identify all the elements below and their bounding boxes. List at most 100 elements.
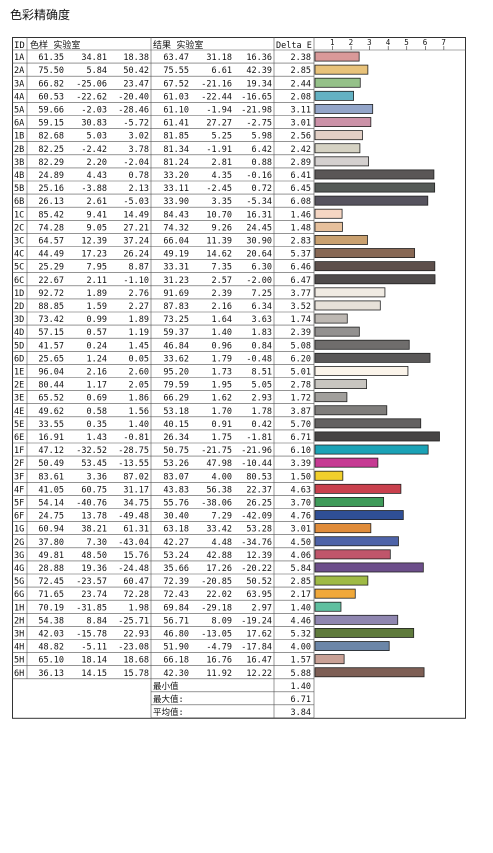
result-l: 46.84 [163, 341, 189, 351]
sample-a: 9.05 [87, 223, 107, 233]
delta-e-value: 6.41 [291, 171, 311, 181]
result-b: -21.96 [241, 446, 272, 456]
table-row: 2H 54.38 8.84 -25.71 56.71 8.09 -19.24 4.46 [14, 614, 399, 626]
sample-b: 1.86 [129, 394, 149, 404]
sample-l: 42.03 [38, 630, 64, 640]
sample-l: 65.10 [38, 656, 64, 666]
result-b: 0.88 [252, 158, 272, 168]
sample-l: 25.65 [38, 354, 64, 364]
result-a: 56.38 [206, 485, 232, 495]
result-l: 81.85 [163, 132, 189, 142]
result-a: -20.85 [201, 577, 232, 587]
result-a: 7.29 [212, 512, 232, 522]
sample-l: 61.35 [38, 53, 64, 63]
result-b: 12.39 [246, 551, 272, 561]
sample-l: 57.15 [38, 328, 64, 338]
delta-e-value: 3.01 [291, 119, 311, 129]
delta-e-value: 2.38 [291, 53, 311, 63]
delta-e-value: 6.10 [291, 446, 311, 456]
sample-l: 88.85 [38, 302, 64, 312]
sample-b: 18.68 [123, 656, 149, 666]
table-row: 1D 92.72 1.89 2.76 91.69 2.39 7.25 3.77 [14, 287, 386, 299]
sample-l: 64.57 [38, 237, 64, 247]
sample-b: 1.56 [129, 407, 149, 417]
sample-l: 71.65 [38, 590, 64, 600]
result-b: 5.98 [252, 132, 272, 142]
sample-a: 2.61 [87, 197, 107, 207]
result-b: 2.93 [252, 394, 272, 404]
row-id: 4D [14, 328, 24, 338]
result-l: 42.27 [163, 538, 189, 548]
sample-a: -40.76 [76, 499, 107, 509]
result-l: 33.11 [163, 184, 189, 194]
delta-e-bar [314, 405, 388, 416]
sample-b: 2.27 [129, 302, 149, 312]
header-delta: Delta E [276, 41, 312, 51]
delta-e-value: 3.52 [291, 302, 311, 312]
sample-a: 34.81 [81, 53, 107, 63]
sample-b: 2.60 [129, 368, 149, 378]
sample-b: 1.98 [129, 603, 149, 613]
sample-b: -24.48 [118, 564, 149, 574]
delta-e-bar [314, 614, 399, 625]
delta-e-value: 5.88 [291, 669, 311, 679]
delta-e-value: 3.11 [291, 106, 311, 116]
axis-tick-label: 7 [441, 38, 446, 47]
delta-e-value: 3.87 [291, 407, 311, 417]
delta-e-value: 2.44 [291, 79, 311, 89]
result-l: 91.69 [163, 289, 189, 299]
sample-b: 60.47 [123, 577, 149, 587]
delta-e-value: 3.70 [291, 499, 311, 509]
result-l: 33.90 [163, 197, 189, 207]
result-a: 1.75 [212, 433, 232, 443]
result-b: 17.62 [246, 630, 272, 640]
row-id: 6E [14, 433, 24, 443]
result-b: -17.84 [241, 643, 272, 653]
row-id: 2C [14, 223, 24, 233]
delta-e-value: 6.71 [291, 433, 311, 443]
delta-e-value: 5.70 [291, 420, 311, 430]
sample-a: -22.62 [76, 92, 107, 102]
row-id: 1C [14, 210, 24, 220]
sample-a: 0.24 [87, 341, 107, 351]
result-b: 1.83 [252, 328, 272, 338]
sample-a: 2.11 [87, 276, 107, 286]
row-id: 5A [14, 106, 24, 116]
result-a: 6.61 [212, 66, 232, 76]
sample-l: 54.38 [38, 616, 64, 626]
sample-a: -3.88 [81, 184, 107, 194]
delta-e-bar [314, 510, 404, 521]
sample-a: 5.03 [87, 132, 107, 142]
result-a: -1.91 [206, 145, 232, 155]
sample-l: 60.94 [38, 525, 64, 535]
delta-e-bar [314, 169, 435, 180]
sample-a: 48.50 [81, 551, 107, 561]
sample-l: 48.82 [38, 643, 64, 653]
delta-e-bar [314, 496, 385, 507]
table-row: 3B 82.29 2.20 -2.04 81.24 2.81 0.88 2.89 [14, 156, 370, 168]
sample-b: -49.48 [118, 512, 149, 522]
delta-e-bar [314, 549, 391, 560]
sample-a: 0.57 [87, 328, 107, 338]
delta-e-value: 6.47 [291, 276, 311, 286]
sample-a: 2.20 [87, 158, 107, 168]
table-row: 5H 65.10 18.14 18.68 66.18 16.76 16.47 1.57 [14, 654, 345, 666]
result-l: 61.10 [163, 106, 189, 116]
sample-b: -13.55 [118, 459, 149, 469]
delta-e-bar [314, 654, 345, 665]
summary-label: 最大值: [153, 694, 184, 705]
delta-e-bar [314, 300, 381, 311]
sample-b: 18.38 [123, 53, 149, 63]
result-b: 16.31 [246, 210, 272, 220]
result-l: 31.23 [163, 276, 189, 286]
delta-e-value: 6.20 [291, 354, 311, 364]
result-l: 61.41 [163, 119, 189, 129]
result-l: 53.24 [163, 551, 189, 561]
delta-e-value: 2.56 [291, 132, 311, 142]
sample-l: 22.67 [38, 276, 64, 286]
delta-e-value: 4.00 [291, 643, 311, 653]
result-a: 11.92 [206, 669, 232, 679]
row-id: 3E [14, 394, 24, 404]
result-a: 2.57 [212, 276, 232, 286]
table-row: 4H 48.82 -5.11 -23.08 51.90 -4.79 -17.84 4.00 [14, 641, 390, 653]
